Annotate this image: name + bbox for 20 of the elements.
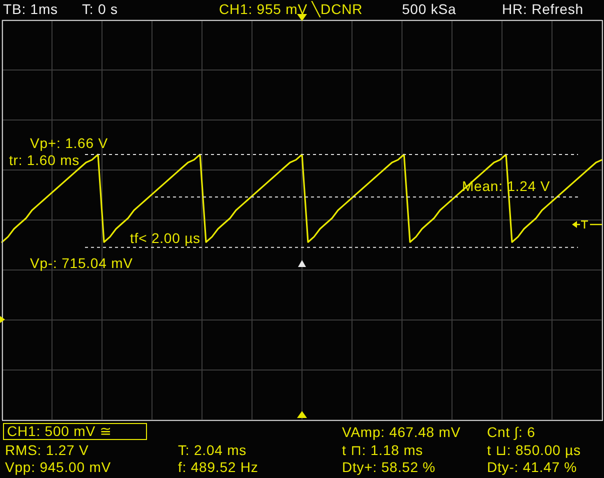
text: Dty-: 41.47 % [487, 459, 578, 475]
annotation: tr: 1.60 ms [9, 152, 80, 168]
text: VAmp: 467.48 mV [342, 424, 461, 440]
text: Dty+: 58.52 % [342, 459, 436, 475]
text: Vpp: 945.00 mV [5, 459, 111, 475]
text: CH1: 500 mV ≅ [3, 423, 147, 440]
text: Cnt ∫: 6 [487, 424, 536, 440]
text: T: 2.04 ms [178, 442, 247, 458]
text: RMS: 1.27 V [5, 442, 89, 458]
text: CH1: 955 mV ╲DCNR [219, 1, 363, 17]
annotation: tf< 2.00 µs [130, 230, 200, 246]
text: HR: Refresh [502, 1, 584, 17]
text: TB: 1ms [3, 1, 58, 17]
text: T: 0 s [82, 1, 118, 17]
text: t ⊓: 1.18 ms [342, 442, 424, 458]
text: t ⊔: 850.00 µs [487, 442, 581, 458]
text: Vp+: 1.66 V [30, 135, 108, 151]
text: f: 489.52 Hz [178, 459, 258, 475]
annotation: Vp-: 715.04 mV [30, 255, 133, 271]
text: 500 kSa [402, 1, 456, 17]
